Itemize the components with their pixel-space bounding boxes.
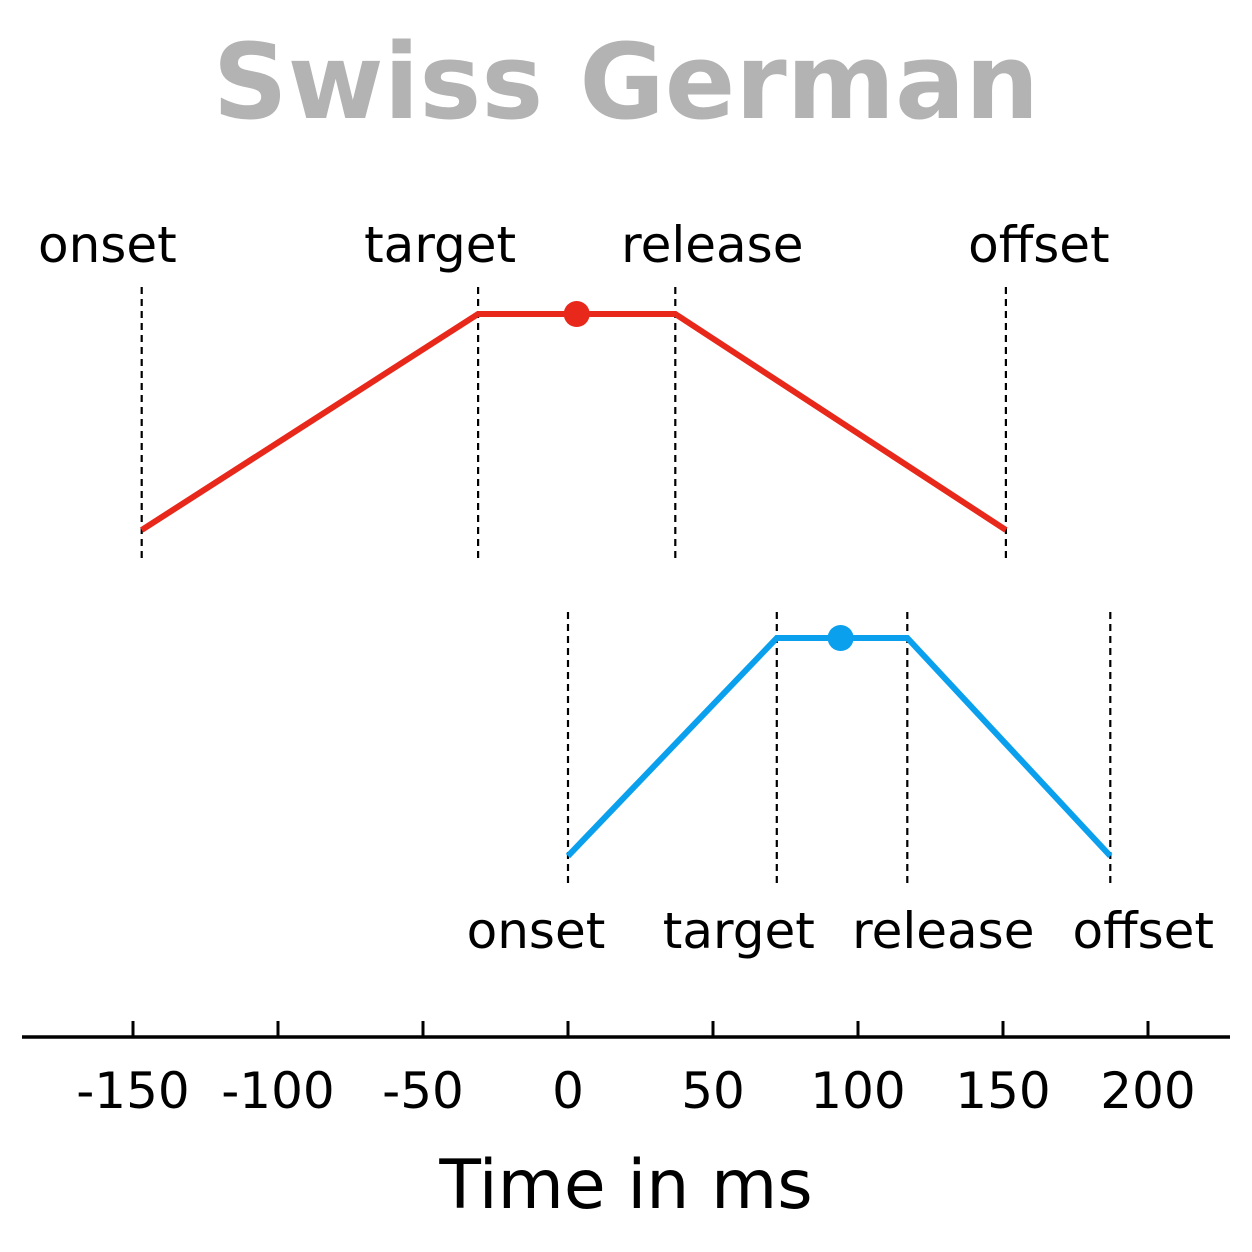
gestures-layer: onset target release offset onset target relea…: [38, 216, 1214, 960]
landmark-label-release: release: [852, 902, 1034, 960]
gesture-1-trajectory: [140, 311, 1008, 533]
x-tick-label: -50: [382, 1062, 464, 1120]
landmark-label-target: target: [364, 216, 516, 274]
x-tick-label: 200: [1100, 1062, 1195, 1120]
landmark-label-onset: onset: [467, 902, 606, 960]
landmark-label-target: target: [663, 902, 815, 960]
landmark-label-offset: offset: [1073, 902, 1214, 960]
gesture-2: onset target release offset: [467, 612, 1214, 960]
gesture-2-trajectory: [565, 635, 1113, 859]
x-tick-label: 100: [810, 1062, 905, 1120]
chart-title: Swiss German: [213, 21, 1039, 143]
x-tick-label: 150: [955, 1062, 1050, 1120]
gesture-2-marker: [827, 625, 854, 651]
x-tick-label: 50: [681, 1062, 745, 1120]
x-axis-title: Time in ms: [438, 1146, 812, 1225]
x-tick-label: -150: [76, 1062, 189, 1120]
time-axis: -150 -100 -50 0 50 100 150 200: [22, 1021, 1230, 1120]
gesture-1-marker: [563, 301, 590, 327]
gesture-1: onset target release offset: [38, 216, 1110, 558]
landmark-label-release: release: [621, 216, 803, 274]
x-tick-label: 0: [552, 1062, 584, 1120]
landmark-label-offset: offset: [968, 216, 1109, 274]
x-tick-label: -100: [221, 1062, 334, 1120]
landmark-label-onset: onset: [38, 216, 177, 274]
